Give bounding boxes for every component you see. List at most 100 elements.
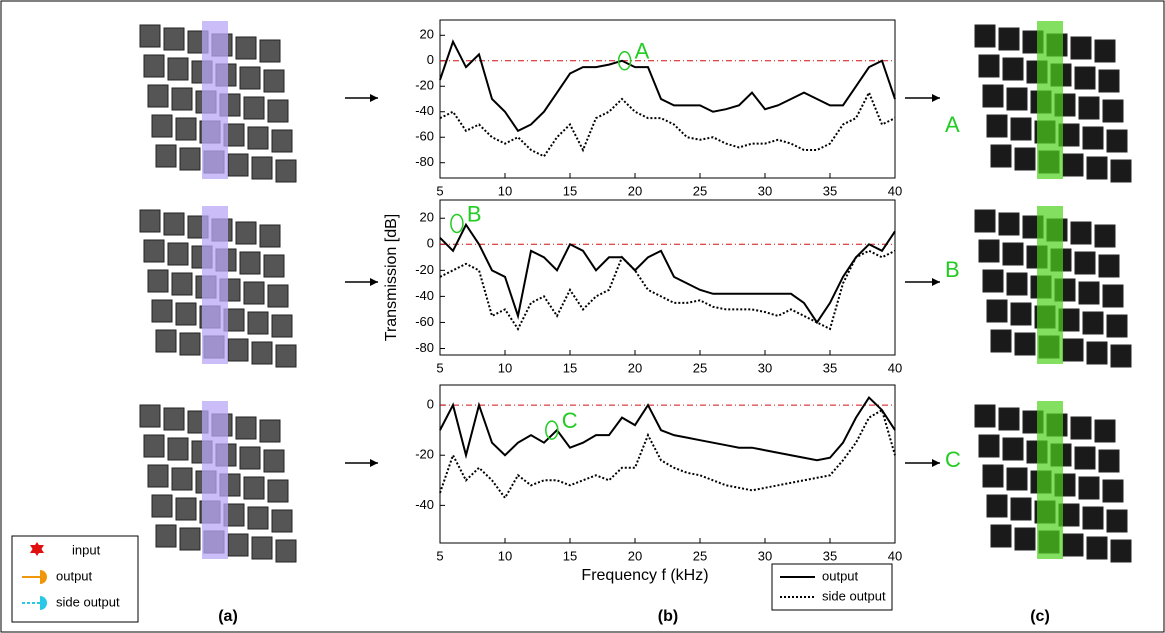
cube-cell <box>235 221 257 245</box>
cube-cell <box>990 329 1012 353</box>
channel <box>1037 206 1063 364</box>
cube-cell <box>1006 467 1028 491</box>
cube-cell <box>167 437 189 461</box>
cube-cell <box>1086 156 1108 180</box>
cube-cell <box>978 239 1000 263</box>
channel <box>1037 21 1063 179</box>
cube-cell <box>986 299 1008 323</box>
cube-cell <box>974 209 996 233</box>
cube-cell <box>1010 497 1032 521</box>
cube-cell <box>1094 224 1116 248</box>
cube-cell <box>155 329 177 353</box>
cube-cell <box>143 54 165 78</box>
x-tick-label: 5 <box>436 183 443 198</box>
cube-cell <box>235 36 257 60</box>
cube-cell <box>239 446 261 470</box>
y-tick-label: 0 <box>427 52 434 67</box>
x-tick-label: 10 <box>498 360 512 375</box>
cube-cell <box>239 66 261 90</box>
cube-cell <box>1070 221 1092 245</box>
x-tick-label: 5 <box>436 548 443 563</box>
legend-label: output <box>822 568 859 583</box>
y-axis-label: Transmission [dB] <box>383 214 400 341</box>
cube-cell <box>1106 509 1128 533</box>
y-tick-label: -20 <box>415 78 434 93</box>
cube-cell <box>147 464 169 488</box>
cube-cell <box>247 506 269 530</box>
cube-cell <box>1098 69 1120 93</box>
cube-cell <box>1106 314 1128 338</box>
cube-cell <box>1002 242 1024 266</box>
cube-cell <box>163 212 185 236</box>
panel-label: (b) <box>658 608 678 625</box>
cube-cell <box>275 344 297 368</box>
y-tick-label: 20 <box>420 210 434 225</box>
x-tick-label: 10 <box>498 183 512 198</box>
y-tick-label: 20 <box>420 27 434 42</box>
cube-cell <box>263 254 285 278</box>
data-line <box>439 90 896 158</box>
cube-cell <box>1110 344 1132 368</box>
cube-cell <box>179 332 201 356</box>
line-legend: output side output <box>771 563 893 611</box>
cube-cell <box>978 54 1000 78</box>
cube-cell <box>1086 341 1108 365</box>
x-tick-label: 20 <box>628 548 642 563</box>
cube-cell <box>171 467 193 491</box>
plot-area <box>439 19 896 179</box>
cube-cell <box>275 539 297 563</box>
arrow-head <box>932 278 940 286</box>
cube-cell <box>1074 446 1096 470</box>
y-tick-label: -40 <box>415 497 434 512</box>
cube-cell <box>1070 416 1092 440</box>
cube-cell <box>155 524 177 548</box>
render-label: B <box>945 257 960 282</box>
cube-cell <box>982 269 1004 293</box>
data-line <box>439 249 896 331</box>
cube-cell <box>1002 57 1024 81</box>
cube-cell <box>243 96 265 120</box>
cube-cell <box>167 57 189 81</box>
x-tick-label: 10 <box>498 548 512 563</box>
cube-cell <box>982 84 1004 108</box>
cube-cell <box>1062 533 1084 557</box>
cube-cell <box>243 281 265 305</box>
data-line <box>439 395 896 462</box>
data-line <box>439 408 896 500</box>
cube-cell <box>267 479 289 503</box>
y-tick-label: -80 <box>415 154 434 169</box>
cube-cell <box>974 404 996 428</box>
arrow-head <box>370 94 378 102</box>
arrow-head <box>932 459 940 467</box>
cube-cell <box>251 341 273 365</box>
cube-cell <box>163 407 185 431</box>
cube-cell <box>175 117 197 141</box>
annotation-label: C <box>562 408 578 433</box>
cube-cell <box>143 434 165 458</box>
cube-cell <box>143 239 165 263</box>
legend-label: input <box>72 542 101 557</box>
y-tick-label: -80 <box>415 340 434 355</box>
cube-cell <box>227 338 249 362</box>
cube-cell <box>1102 284 1124 308</box>
cube-cell <box>267 284 289 308</box>
x-tick-label: 30 <box>758 183 772 198</box>
y-tick-label: 0 <box>427 397 434 412</box>
cube-cell <box>1002 437 1024 461</box>
arrow-head <box>932 94 940 102</box>
cube-cell <box>1014 527 1036 551</box>
x-tick-label: 20 <box>628 183 642 198</box>
cube-cell <box>251 536 273 560</box>
cube-cell <box>986 494 1008 518</box>
cube-cell <box>1006 272 1028 296</box>
cube-cell <box>275 159 297 183</box>
cube-cell <box>243 476 265 500</box>
cube-cell <box>1078 476 1100 500</box>
cube-cell <box>1010 117 1032 141</box>
cube-cell <box>139 209 161 233</box>
cube-cell <box>1098 449 1120 473</box>
cube-cell <box>1082 126 1104 150</box>
cube-cell <box>1106 129 1128 153</box>
data-line <box>439 222 896 325</box>
